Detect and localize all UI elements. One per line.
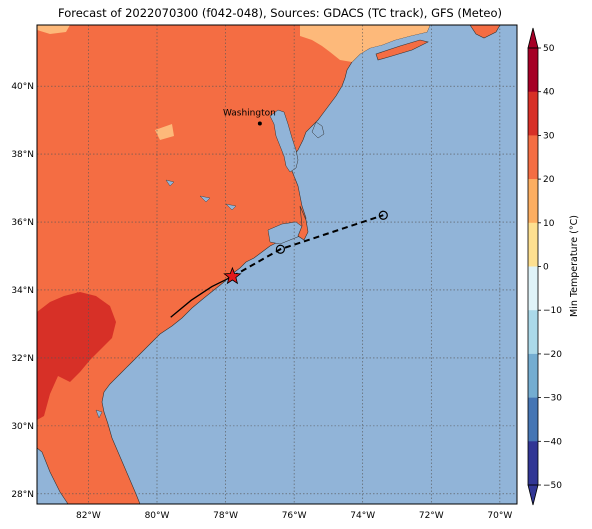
land-warm-patch [70,292,80,302]
colorbar-tick-label: 20 [543,175,555,185]
lat-tick-label: 34°N [11,286,34,296]
colorbar-segment [528,397,538,442]
city-marker [257,121,262,126]
colorbar-tick-label: −30 [543,394,562,404]
lon-tick-label: 74°W [350,511,375,521]
lat-tick-label: 40°N [11,82,34,92]
colorbar-segment [528,266,538,311]
current-position-star [223,266,242,285]
colorbar-extend-max [527,27,539,49]
colorbar-segment [528,353,538,398]
chesapeake-bay [269,109,299,173]
land-cool-patch [155,124,174,140]
lon-tick-label: 72°W [419,511,444,521]
city-label: Washington [223,109,276,119]
colorbar-tick-label: −40 [543,437,562,447]
lat-tick-label: 30°N [11,422,34,432]
outer-banks [297,205,309,241]
forecast-track [231,214,384,278]
colorbar-segment [528,179,538,224]
lat-tick-labels: 28°N 30°N 32°N 34°N 36°N 38°N 40°N [11,82,34,500]
lon-tick-label: 76°W [282,511,307,521]
lat-tick-label: 36°N [11,218,34,228]
lake-2 [225,203,237,211]
lon-tick-labels: 82°W 80°W 78°W 76°W 74°W 72°W 70°W [76,511,512,521]
lat-tick-label: 28°N [11,490,34,500]
lake-4 [165,179,175,187]
forecast-position-marker [378,210,388,220]
colorbar-tick-label: −20 [543,350,562,360]
colorbar-tick-label: −10 [543,306,562,316]
land-cool-zone [300,25,430,62]
map-frame [36,24,518,505]
forecast-position-marker [275,244,286,254]
land-cool-patch-nw [37,25,70,34]
tc-track [170,210,388,318]
map-grid [37,25,517,504]
long-island [375,39,429,61]
colorbar-tick-label: 40 [543,88,555,98]
colorbar-tick-label: 50 [543,44,555,54]
colorbar-segment [528,441,538,486]
colorbar-tick-label: −50 [543,481,562,491]
colorbar-label: Min Temperature (°C) [569,215,580,317]
map-title: Forecast of 2022070300 (f042-048), Sourc… [58,6,502,20]
land-mainland [37,25,431,504]
colorbar-tick-label: 0 [543,263,549,273]
delaware-bay [311,121,325,139]
lat-tick-label: 38°N [11,150,34,160]
lon-tick-label: 80°W [145,511,170,521]
lake-1 [199,195,211,203]
colorbar-segment [528,91,538,136]
lat-tick-label: 32°N [11,354,34,364]
lon-tick-label: 70°W [487,511,512,521]
colorbar-segment [528,222,538,267]
lake-3 [95,409,103,419]
colorbar-extend-min [527,484,539,506]
colorbar: 50 40 30 20 10 0 −10 −20 −30 −40 −50 [527,27,562,506]
observed-track [170,275,233,318]
land-warm-zone [37,292,116,420]
colorbar-segment [528,48,538,92]
lon-tick-label: 78°W [213,511,238,521]
colorbar-tick-label: 30 [543,131,555,141]
colorbar-segment [528,310,538,355]
colorbar-segment [528,135,538,180]
lon-tick-label: 82°W [76,511,101,521]
colorbar-tick-label: 10 [543,219,555,229]
cape-cod [469,25,501,39]
